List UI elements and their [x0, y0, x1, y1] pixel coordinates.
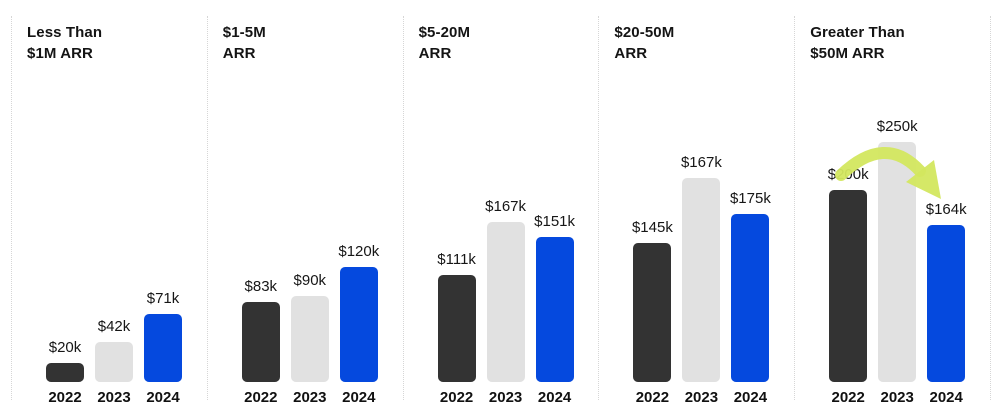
bar-2023	[486, 222, 525, 382]
year-label: 2023	[880, 389, 914, 406]
year-label: 2023	[97, 389, 131, 406]
bar-2024	[339, 267, 378, 382]
bar-group-2023: $167k 2023	[680, 153, 722, 407]
bar-2024	[144, 314, 182, 382]
bar-value-label: $200k	[827, 166, 869, 183]
panel-title: $5-20M ARR	[419, 22, 599, 64]
arr-bar-chart: Less Than $1M ARR $20k 2022 $42k 2023 $7…	[11, 16, 991, 406]
bar-2023	[95, 342, 133, 382]
bar-group-2022: $200k 2022	[827, 165, 869, 407]
bar-2022	[829, 190, 868, 382]
bars-group: $200k 2022 $250k 2023 $164k 2024	[827, 117, 967, 407]
panel-title: $1-5M ARR	[223, 22, 403, 64]
bar-2022	[437, 275, 476, 382]
panel-title-line2: $50M ARR	[810, 45, 885, 62]
panel-title: Less Than $1M ARR	[27, 22, 207, 64]
year-label: 2023	[684, 389, 719, 406]
bar-value-label: $71k	[146, 290, 180, 307]
bar-2024	[731, 214, 770, 382]
bar-2023	[290, 296, 329, 382]
bar-value-label: $83k	[244, 278, 278, 295]
bar-2023	[878, 142, 917, 382]
year-label: 2023	[488, 389, 523, 406]
year-label: 2024	[146, 389, 180, 406]
bar-group-2022: $20k 2022	[45, 338, 85, 407]
bar-value-label: $250k	[876, 118, 918, 135]
bar-value-label: $175k	[729, 190, 771, 207]
bar-group-2023: $42k 2023	[94, 317, 134, 407]
bar-2024	[535, 237, 574, 382]
panel-title-line1: Greater Than	[810, 24, 905, 41]
bar-2022	[633, 243, 672, 382]
bar-2023	[682, 178, 721, 382]
panel-title-line1: $1-5M	[222, 24, 266, 41]
bars-group: $83k 2022 $90k 2023 $120k 2024	[241, 242, 379, 407]
year-label: 2024	[342, 389, 376, 406]
year-label: 2022	[244, 389, 278, 406]
panel-title-line2: ARR	[418, 45, 452, 62]
bar-value-label: $90k	[293, 272, 327, 289]
panel-title: $20-50M ARR	[614, 22, 794, 64]
bar-group-2022: $83k 2022	[241, 277, 281, 407]
bar-value-label: $167k	[485, 198, 527, 215]
year-label: 2024	[733, 389, 768, 406]
bars-group: $20k 2022 $42k 2023 $71k 2024	[45, 289, 183, 407]
bar-group-2022: $145k 2022	[631, 218, 673, 407]
year-label: 2022	[48, 389, 82, 406]
bar-value-label: $151k	[534, 213, 576, 230]
bar-value-label: $120k	[338, 243, 380, 260]
bar-value-label: $42k	[97, 318, 131, 335]
panel-less-than-1m-arr: Less Than $1M ARR $20k 2022 $42k 2023 $7…	[11, 16, 207, 406]
year-label: 2024	[929, 389, 963, 406]
panel-1-5m-arr: $1-5M ARR $83k 2022 $90k 2023 $120k 2024	[206, 16, 403, 406]
bar-group-2024: $175k 2024	[729, 189, 771, 407]
bar-group-2023: $167k 2023	[485, 197, 527, 407]
bar-value-label: $167k	[680, 154, 722, 171]
bar-group-2024: $151k 2024	[534, 212, 576, 407]
bar-group-2022: $111k 2022	[437, 250, 477, 407]
panel-title-line2: ARR	[222, 45, 256, 62]
bar-2022	[46, 363, 84, 382]
bar-group-2023: $250k 2023	[876, 117, 918, 407]
panel-title-line1: $5-20M	[418, 24, 471, 41]
panel-5-20m-arr: $5-20M ARR $111k 2022 $167k 2023 $151k 2…	[402, 16, 599, 406]
panel-title-line1: Less Than	[27, 24, 103, 41]
bar-value-label: $20k	[48, 339, 82, 356]
panel-title: Greater Than $50M ARR	[810, 22, 990, 64]
bar-group-2023: $90k 2023	[290, 271, 330, 407]
bar-2024	[927, 225, 966, 382]
bar-value-label: $111k	[437, 251, 476, 268]
bars-group: $111k 2022 $167k 2023 $151k 2024	[437, 197, 575, 407]
panel-20-50m-arr: $20-50M ARR $145k 2022 $167k 2023 $175k …	[598, 16, 794, 406]
year-label: 2022	[831, 389, 865, 406]
year-label: 2023	[293, 389, 327, 406]
bar-group-2024: $71k 2024	[143, 289, 183, 407]
bar-value-label: $145k	[631, 219, 673, 236]
bar-2022	[241, 302, 280, 382]
year-label: 2024	[537, 389, 572, 406]
bars-group: $145k 2022 $167k 2023 $175k 2024	[631, 153, 771, 407]
bar-group-2024: $164k 2024	[925, 200, 967, 407]
panel-title-line1: $20-50M	[614, 24, 675, 41]
year-label: 2022	[439, 389, 474, 406]
bar-value-label: $164k	[925, 201, 967, 218]
panel-greater-than-50m-arr: Greater Than $50M ARR $200k 2022 $250k 2…	[794, 16, 991, 406]
panel-title-line2: ARR	[614, 45, 648, 62]
year-label: 2022	[635, 389, 670, 406]
panel-title-line2: $1M ARR	[27, 45, 93, 62]
bar-group-2024: $120k 2024	[338, 242, 380, 407]
